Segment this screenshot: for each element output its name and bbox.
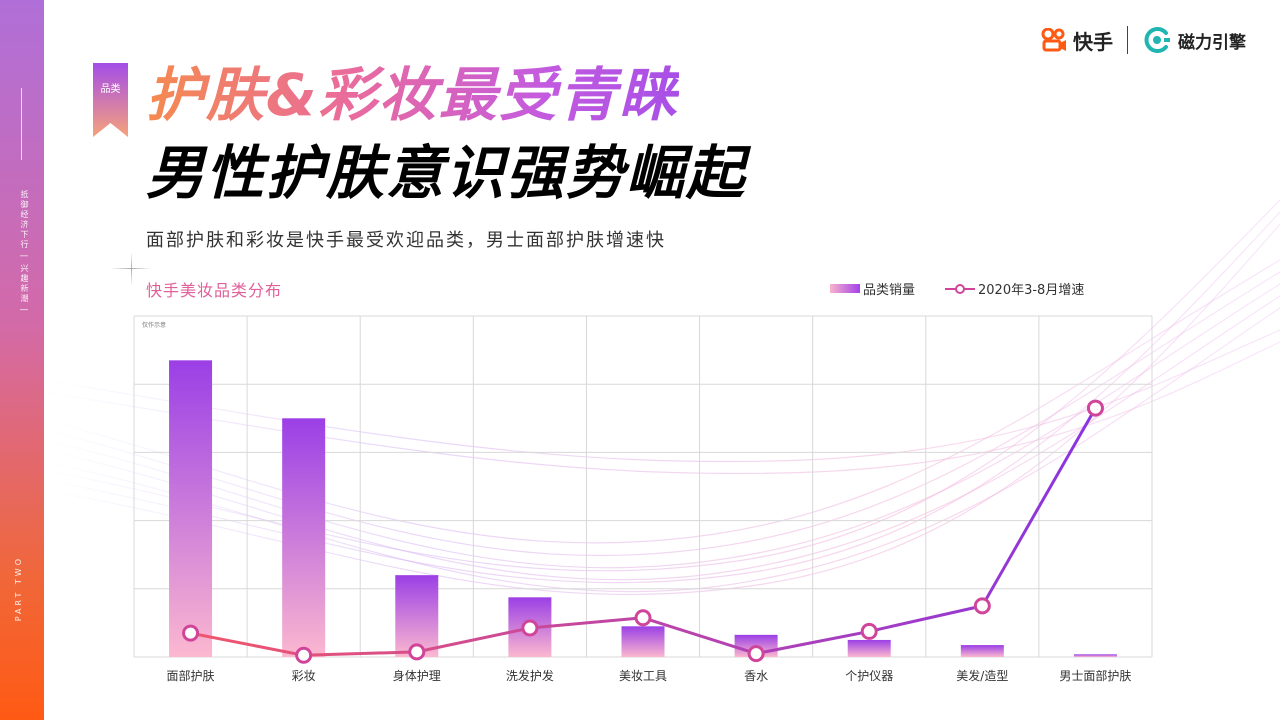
subtitle: 面部护肤和彩妆是快手最受欢迎品类，男士面部护肤增速快 xyxy=(146,230,666,251)
line-point xyxy=(1086,399,1104,417)
x-tick-label: 男士面部护肤 xyxy=(1059,668,1131,683)
x-tick-label: 个护仪器 xyxy=(845,669,893,683)
category-tag-ribbon xyxy=(93,63,128,137)
chart-title: 快手美妆品类分布 xyxy=(146,281,283,300)
kuaishou-icon xyxy=(1041,28,1066,52)
line-point xyxy=(182,624,200,642)
legend-label-growth: 2020年3-8月增速 xyxy=(978,283,1085,298)
side-vertical-text: 抵御经济下行 | 兴趣新潮 | xyxy=(20,190,29,314)
crosshair-decoration-v xyxy=(131,252,132,286)
legend-item-growth: 2020年3-8月增速 xyxy=(945,279,1084,298)
title-line-2: 男性护肤意识强势崛起 xyxy=(146,139,747,207)
side-divider xyxy=(21,88,22,160)
x-tick-label: 面部护肤 xyxy=(167,668,215,683)
line-point xyxy=(408,643,426,661)
line-point xyxy=(747,645,765,663)
chart-legend: 品类销量 2020年3-8月增速 xyxy=(830,279,1084,298)
bar xyxy=(621,626,665,657)
line-point xyxy=(634,609,652,627)
line-point xyxy=(295,646,313,664)
logo-separator xyxy=(1127,26,1128,54)
cili-logo-text: 磁力引擎 xyxy=(1178,32,1246,53)
side-strip: 抵御经济下行 | 兴趣新潮 | PART TWO xyxy=(0,0,44,720)
legend-item-sales: 品类销量 xyxy=(830,279,915,298)
category-tag-label: 品类 xyxy=(100,84,121,95)
cili-logo: 磁力引擎 xyxy=(1142,25,1246,55)
line-point xyxy=(973,597,991,615)
bar xyxy=(395,575,439,657)
x-tick-label: 美妆工具 xyxy=(619,669,667,683)
legend-label-sales: 品类销量 xyxy=(863,283,916,298)
chart-note: 仅作示意 xyxy=(142,322,167,329)
x-tick-label: 美发/造型 xyxy=(956,668,1008,683)
bar xyxy=(169,360,213,657)
x-tick-label: 香水 xyxy=(744,669,768,683)
legend-bar-swatch xyxy=(830,284,860,293)
bar xyxy=(960,645,1004,657)
bar xyxy=(847,639,891,657)
line-point xyxy=(521,619,539,637)
x-tick-label: 彩妆 xyxy=(292,669,316,683)
title-line-1: 护肤&彩妆最受青睐 xyxy=(146,56,679,134)
x-axis-ticks: 面部护肤 彩妆 身体护理 洗发护发 美妆工具 香水 个护仪器 美发/造型 男士面部护肤 xyxy=(167,668,1132,683)
bar xyxy=(282,418,326,657)
line-markers xyxy=(182,399,1104,664)
brand-logos: 快手 磁力引擎 xyxy=(1041,22,1246,58)
kuaishou-logo: 快手 xyxy=(1041,26,1113,55)
x-tick-label: 身体护理 xyxy=(393,668,441,683)
legend-line-swatch xyxy=(945,283,976,294)
bar xyxy=(1073,654,1117,657)
kuaishou-logo-text: 快手 xyxy=(1073,29,1113,54)
x-tick-label: 洗发护发 xyxy=(506,668,554,683)
line-point xyxy=(860,622,878,640)
cili-engine-icon xyxy=(1144,27,1170,53)
